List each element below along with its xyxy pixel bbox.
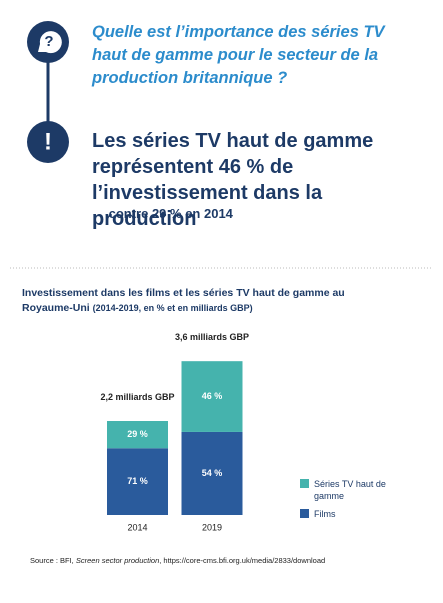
value-label: 71 % <box>127 476 148 486</box>
legend-swatch <box>300 479 309 488</box>
bar-segment <box>181 361 243 432</box>
legend-label: Séries TV haut de gamme <box>314 479 386 501</box>
value-label: 54 % <box>202 468 223 478</box>
legend-label: Films <box>314 509 336 519</box>
value-label: 46 % <box>202 391 223 401</box>
question-line: Quelle est l’importance des séries TV <box>92 23 385 41</box>
note: → contre 29 % en 2014 <box>92 206 233 221</box>
bar-segment <box>107 448 168 515</box>
source: Source : BFI, Screen sector production, … <box>30 556 325 565</box>
answer-line: l’investissement dans la production <box>92 182 323 230</box>
answer-line: Les séries TV haut de gamme <box>92 130 374 152</box>
total-label: 2,2 milliards GBP <box>100 392 175 402</box>
question-line: production britannique ? <box>92 69 288 87</box>
answer: Les séries TV haut de gamme représentent … <box>92 128 432 232</box>
answer-glyph: ! <box>44 128 52 155</box>
source-prefix: Source : BFI, <box>30 556 76 565</box>
chart-title-block: Investissement dans les films et les sér… <box>22 286 352 316</box>
value-label: 29 % <box>127 429 148 439</box>
bubble <box>38 31 62 54</box>
bar-segment <box>107 421 168 449</box>
x-tick-label: 2014 <box>127 522 147 532</box>
total-label: 3,6 milliards GBP <box>174 332 250 343</box>
answer-line: représentent 46 % de <box>92 156 294 178</box>
question: Quelle est l’importance des séries TV hau… <box>92 21 432 90</box>
chart-subtitle: (2014-2019, en % et en milliards GBP) <box>92 303 253 313</box>
source-url: , https://core-cms.bfi.org.uk/media/2833… <box>159 556 326 565</box>
source-title: Screen sector production <box>75 556 160 565</box>
x-tick-label: 2019 <box>202 522 222 532</box>
question-glyph: ? <box>44 33 53 50</box>
answer-icon <box>27 121 69 163</box>
legend-swatch <box>300 509 309 518</box>
question-line: haut de gamme pour le secteur de la <box>92 46 379 64</box>
bar-segment <box>181 431 243 515</box>
chart-title: Investissement dans les films et les sér… <box>22 287 345 314</box>
